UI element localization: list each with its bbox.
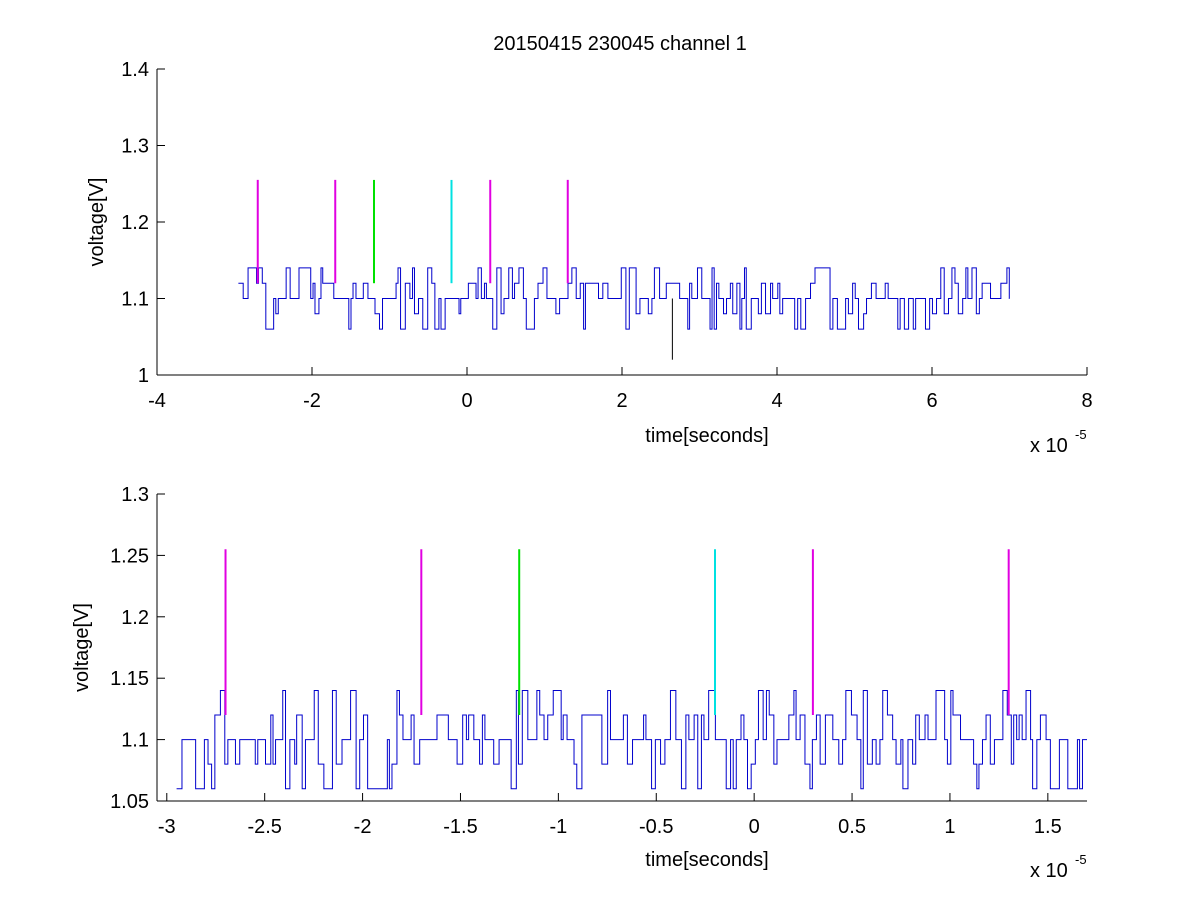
x-tick-label: 0 [749, 816, 760, 838]
axes-overview: -4 -2 0 2 4 6 8 1 1.1 1.2 1.3 1.4 time[seconds] volta… [86, 59, 1093, 457]
x-tick-label: -1 [549, 816, 567, 838]
y-tick-label: 1.15 [110, 668, 149, 690]
x-tick-label: 2 [616, 390, 627, 412]
signal-trace [176, 689, 1087, 790]
y-axis-label: voltage[V] [71, 603, 93, 692]
x-tick-label: -1.5 [443, 816, 477, 838]
y-axis-label: voltage[V] [86, 178, 108, 267]
x-multiplier: x 10 [1030, 435, 1068, 457]
x-tick-label: 6 [926, 390, 937, 412]
y-tick-label: 1.1 [121, 289, 149, 311]
x-tick-label: 0 [461, 390, 472, 412]
y-tick-label: 1.3 [121, 136, 149, 158]
y-tick-label: 1.1 [121, 730, 149, 752]
x-tick-label: 8 [1081, 390, 1092, 412]
axes-zoom: -3 -2.5 -2 -1.5 -1 -0.5 0 0.5 1 1.5 1.05 1.1 1.15 1.2… [71, 484, 1087, 882]
y-tick-label: 1.2 [121, 212, 149, 234]
x-tick-label: -2 [303, 390, 321, 412]
x-tick-label: 4 [771, 390, 782, 412]
x-tick-label: 1 [944, 816, 955, 838]
x-tick-label: -0.5 [639, 816, 673, 838]
x-tick-label: -4 [148, 390, 166, 412]
figure-title: 20150415 230045 channel 1 [493, 33, 747, 55]
x-tick-label: 0.5 [838, 816, 866, 838]
x-axis-label: time[seconds] [645, 425, 768, 447]
y-tick-label: 1.3 [121, 484, 149, 506]
x-multiplier-exponent: -5 [1075, 427, 1087, 442]
x-multiplier-exponent: -5 [1075, 852, 1087, 867]
y-tick-label: 1 [138, 365, 149, 387]
x-tick-label: 1.5 [1034, 816, 1062, 838]
y-tick-label: 1.25 [110, 545, 149, 567]
x-multiplier: x 10 [1030, 860, 1068, 882]
y-tick-label: 1.05 [110, 791, 149, 813]
x-axis-label: time[seconds] [645, 849, 768, 871]
y-tick-label: 1.2 [121, 607, 149, 629]
x-tick-label: -2.5 [247, 816, 281, 838]
signal-trace [238, 267, 1010, 330]
x-tick-label: -3 [158, 816, 176, 838]
y-tick-label: 1.4 [121, 59, 149, 81]
x-tick-label: -2 [354, 816, 372, 838]
